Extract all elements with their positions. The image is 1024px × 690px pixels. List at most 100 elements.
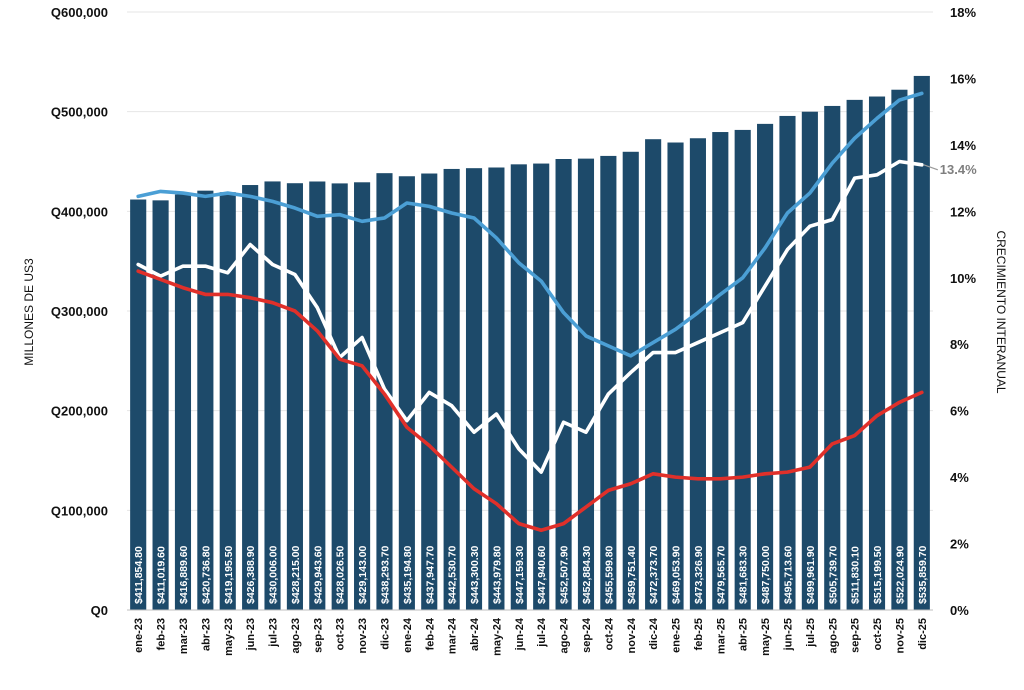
x-tick-label: oct-24 — [603, 617, 615, 650]
gridlines — [127, 11, 933, 611]
y-axis-right: 0% 2% 4% 6% 8% 10% 12% 14% 16% 18% — [950, 5, 976, 618]
bar — [174, 194, 192, 610]
bar-data-label: $447,159.30 — [514, 545, 526, 604]
x-tick-label: feb-23 — [156, 618, 168, 650]
bar — [734, 129, 751, 611]
bar-data-labels: $411,854.80 $411,019.60 $416,889.60 $420,73… — [133, 545, 929, 604]
x-tick-label: sep-25 — [850, 618, 862, 653]
bar — [622, 151, 639, 610]
bar-data-label: $495,713.60 — [782, 545, 794, 604]
series-line — [136, 159, 924, 474]
bar-data-label: $515,199.50 — [872, 545, 884, 604]
bar — [689, 138, 706, 610]
x-tick-label: feb-25 — [693, 618, 705, 650]
x-tick-label: oct-23 — [335, 618, 347, 650]
bar-data-label: $472,373.70 — [648, 545, 660, 604]
y-left-tick-label: Q500,000 — [51, 105, 108, 120]
bar — [757, 123, 774, 611]
bar-data-label: $452,507.90 — [559, 545, 571, 604]
bar-data-label: $426,388.90 — [245, 545, 257, 604]
x-tick-label: abr-23 — [200, 618, 212, 651]
x-tick-label: may-25 — [760, 618, 772, 656]
bar-data-label: $429,943.60 — [312, 545, 324, 604]
y-axis-left-title: MILLONES DE US3 — [22, 258, 36, 366]
bar-data-label: $442,530.70 — [447, 545, 459, 604]
x-tick-label: ene-24 — [402, 617, 414, 653]
bar-data-label: $416,889.60 — [178, 545, 190, 604]
bar — [465, 168, 483, 610]
annotation: 13.4% — [923, 162, 977, 177]
bar-data-label: $522,024.90 — [894, 545, 906, 604]
y-right-tick-label: 2% — [950, 537, 969, 552]
bar-data-label: $443,979.80 — [491, 545, 503, 604]
bar-data-label: $435,194.80 — [402, 545, 414, 604]
y-right-tick-label: 8% — [950, 337, 969, 352]
y-left-tick-label: Q100,000 — [51, 503, 108, 518]
y-axis-right-title: CRECIMIENTO INTERANUAL — [994, 230, 1008, 393]
y-right-tick-label: 12% — [950, 204, 976, 219]
bar — [577, 158, 595, 611]
series-line — [136, 91, 924, 358]
bar — [824, 105, 841, 610]
series-line — [136, 269, 924, 533]
bar — [309, 181, 326, 610]
x-tick-label: abr-24 — [469, 617, 481, 651]
bar — [130, 199, 147, 610]
bar — [846, 99, 863, 610]
x-tick-label: may-24 — [491, 617, 503, 656]
x-tick-label: dic-24 — [648, 617, 660, 650]
bar-data-label: $429,143.00 — [357, 545, 369, 604]
bar-data-label: $437,947.70 — [424, 545, 436, 604]
x-tick-label: nov-24 — [626, 617, 638, 653]
bar-data-label: $459,751.40 — [626, 545, 638, 604]
x-tick-label: may-23 — [223, 618, 235, 656]
bar — [913, 75, 930, 610]
x-tick-label: feb-24 — [424, 617, 436, 650]
x-tick-label: jun-25 — [782, 618, 794, 651]
x-tick-label: jul-24 — [536, 617, 548, 648]
line-series — [136, 91, 924, 533]
annotation-label: 13.4% — [940, 162, 977, 177]
bar-data-label: $430,006.00 — [268, 545, 280, 604]
bar-data-label: $479,565.70 — [715, 545, 727, 604]
bar-data-label: $499,961.90 — [805, 545, 817, 604]
bar — [891, 89, 908, 610]
bar-data-label: $411,854.80 — [133, 546, 145, 604]
bar-data-label: $411,019.60 — [156, 546, 168, 604]
bar — [443, 168, 460, 610]
bar — [801, 111, 818, 610]
bar — [712, 132, 729, 611]
y-left-tick-label: Q400,000 — [51, 204, 108, 219]
annotation-leader-line — [923, 164, 939, 171]
bar — [779, 115, 796, 610]
bar-data-label: $505,739.70 — [827, 545, 839, 604]
bar — [286, 183, 303, 610]
x-tick-label: jul-23 — [268, 618, 280, 648]
bar-data-label: $481,683.30 — [738, 545, 750, 604]
bar-data-label: $535,859.70 — [917, 545, 929, 604]
bar-data-label: $420,736.80 — [200, 545, 212, 604]
y-right-tick-label: 10% — [950, 271, 976, 286]
bar-data-label: $419,195.50 — [223, 545, 235, 604]
x-tick-label: jul-25 — [805, 618, 817, 648]
bar — [555, 159, 572, 610]
bar — [600, 155, 617, 610]
x-tick-label: jun-23 — [245, 618, 257, 651]
bar — [354, 182, 371, 610]
y-right-tick-label: 6% — [950, 404, 969, 419]
bar — [331, 183, 348, 610]
x-tick-label: mar-23 — [178, 618, 190, 654]
x-tick-label: abr-25 — [738, 618, 750, 651]
bar-data-label: $438,293.70 — [379, 545, 391, 604]
bar-data-label: $487,750.00 — [760, 545, 772, 604]
y-right-tick-label: 18% — [950, 5, 976, 20]
x-tick-label: ago-23 — [290, 618, 302, 653]
y-left-tick-label: Q200,000 — [51, 404, 108, 419]
x-tick-label: sep-23 — [312, 618, 324, 653]
bar-data-label: $455,599.80 — [603, 545, 615, 604]
bar — [242, 185, 259, 610]
bar — [398, 176, 415, 610]
y-left-tick-label: Q600,000 — [51, 5, 108, 20]
bar-series — [130, 75, 930, 611]
